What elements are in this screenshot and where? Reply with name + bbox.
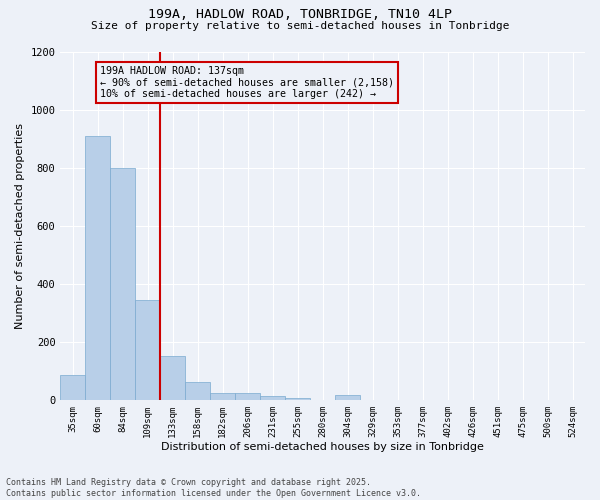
- Bar: [285, 398, 310, 400]
- Bar: [260, 396, 285, 400]
- Text: 199A, HADLOW ROAD, TONBRIDGE, TN10 4LP: 199A, HADLOW ROAD, TONBRIDGE, TN10 4LP: [148, 8, 452, 20]
- Text: Contains HM Land Registry data © Crown copyright and database right 2025.
Contai: Contains HM Land Registry data © Crown c…: [6, 478, 421, 498]
- Bar: [61, 375, 85, 400]
- Bar: [110, 168, 136, 400]
- Bar: [185, 382, 210, 400]
- Bar: [210, 392, 235, 400]
- Text: 199A HADLOW ROAD: 137sqm
← 90% of semi-detached houses are smaller (2,158)
10% o: 199A HADLOW ROAD: 137sqm ← 90% of semi-d…: [100, 66, 394, 99]
- Bar: [335, 396, 360, 400]
- Text: Size of property relative to semi-detached houses in Tonbridge: Size of property relative to semi-detach…: [91, 21, 509, 31]
- Bar: [85, 136, 110, 400]
- Bar: [136, 300, 160, 400]
- Bar: [235, 394, 260, 400]
- X-axis label: Distribution of semi-detached houses by size in Tonbridge: Distribution of semi-detached houses by …: [161, 442, 484, 452]
- Bar: [160, 356, 185, 400]
- Y-axis label: Number of semi-detached properties: Number of semi-detached properties: [15, 122, 25, 328]
